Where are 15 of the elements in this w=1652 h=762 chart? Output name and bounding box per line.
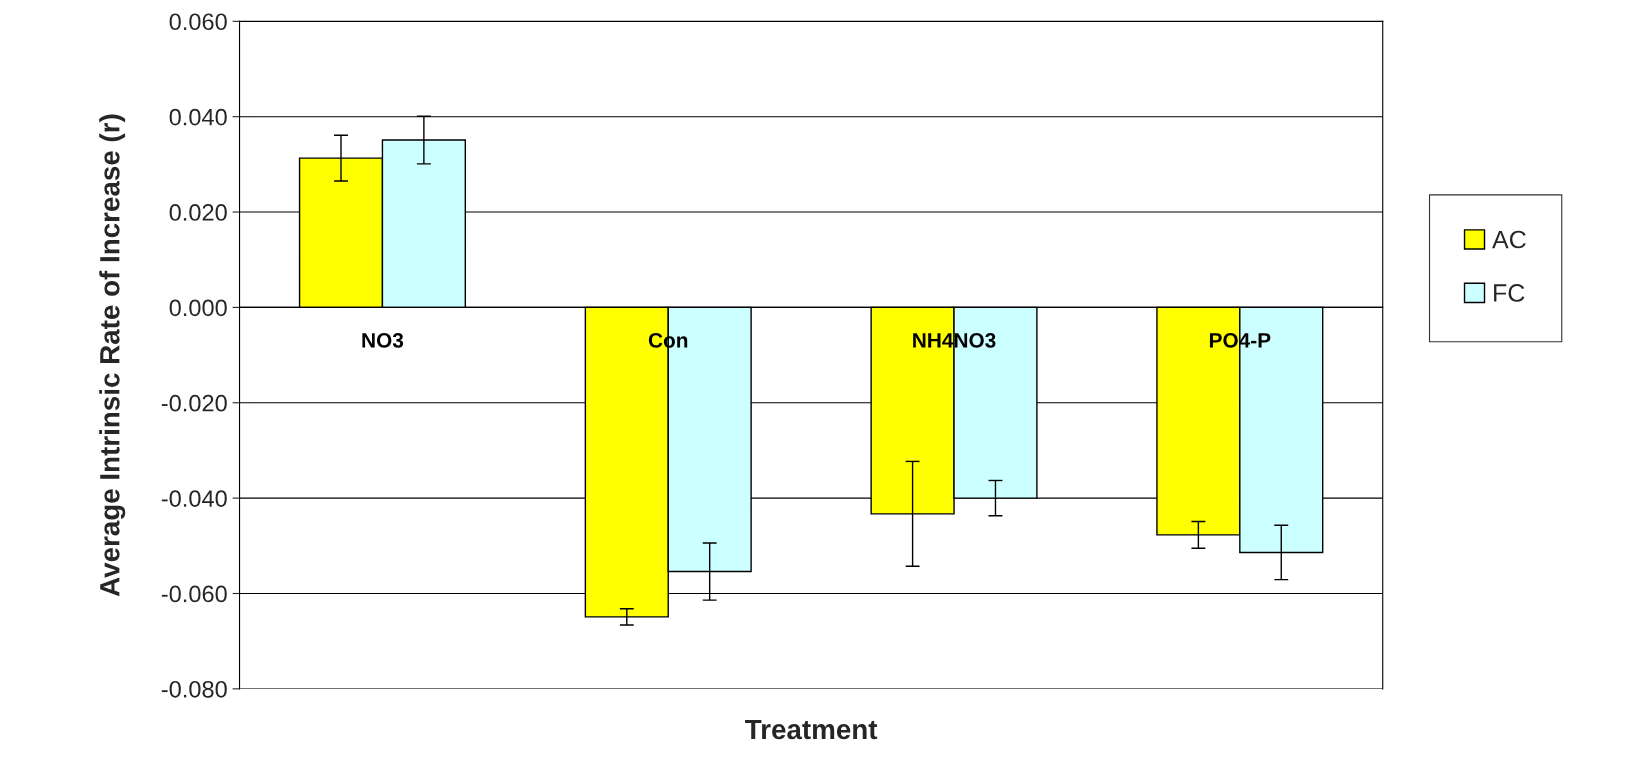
y-tick-label: -0.040 [161, 490, 227, 507]
y-tick-label: -0.020 [161, 394, 227, 412]
y-tick-label: 0.020 [169, 204, 227, 221]
y-axis-title: Average Intrinsic Rate of Increase (r) [99, 114, 126, 597]
x-tick-label: NO3 [362, 332, 404, 348]
y-tick-label: 0.000 [169, 299, 227, 317]
y-tick-label: 0.040 [169, 108, 227, 126]
x-tick-label: Con [648, 332, 688, 348]
legend-label: FC [1494, 284, 1525, 302]
x-tick-label: NH4NO3 [913, 332, 996, 348]
y-tick-label: 0.060 [169, 13, 227, 31]
y-tick-label: -0.060 [161, 585, 227, 603]
x-axis-title: Treatment [745, 719, 878, 740]
y-tick-label: -0.080 [161, 680, 227, 698]
legend-label: AC [1492, 230, 1526, 249]
